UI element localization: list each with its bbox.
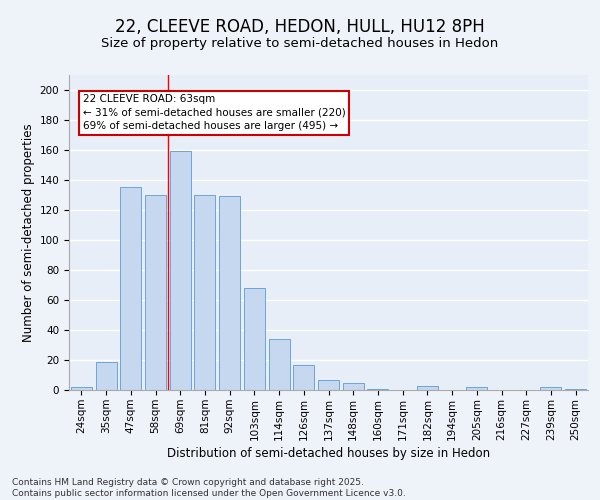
Bar bbox=[318, 380, 339, 390]
Bar bbox=[466, 387, 487, 390]
Bar bbox=[417, 386, 438, 390]
Bar bbox=[293, 364, 314, 390]
Bar bbox=[343, 382, 364, 390]
Bar bbox=[219, 196, 240, 390]
Bar bbox=[541, 387, 562, 390]
Bar bbox=[95, 362, 116, 390]
Text: 22, CLEEVE ROAD, HEDON, HULL, HU12 8PH: 22, CLEEVE ROAD, HEDON, HULL, HU12 8PH bbox=[115, 18, 485, 36]
Text: Size of property relative to semi-detached houses in Hedon: Size of property relative to semi-detach… bbox=[101, 38, 499, 51]
Text: Contains HM Land Registry data © Crown copyright and database right 2025.
Contai: Contains HM Land Registry data © Crown c… bbox=[12, 478, 406, 498]
Bar bbox=[269, 339, 290, 390]
Text: 22 CLEEVE ROAD: 63sqm
← 31% of semi-detached houses are smaller (220)
69% of sem: 22 CLEEVE ROAD: 63sqm ← 31% of semi-deta… bbox=[83, 94, 346, 131]
Bar bbox=[194, 195, 215, 390]
Bar bbox=[244, 288, 265, 390]
Bar bbox=[170, 152, 191, 390]
Bar bbox=[145, 195, 166, 390]
Bar bbox=[367, 388, 388, 390]
Bar bbox=[120, 188, 141, 390]
Bar bbox=[565, 388, 586, 390]
Y-axis label: Number of semi-detached properties: Number of semi-detached properties bbox=[22, 123, 35, 342]
X-axis label: Distribution of semi-detached houses by size in Hedon: Distribution of semi-detached houses by … bbox=[167, 446, 490, 460]
Bar bbox=[71, 387, 92, 390]
